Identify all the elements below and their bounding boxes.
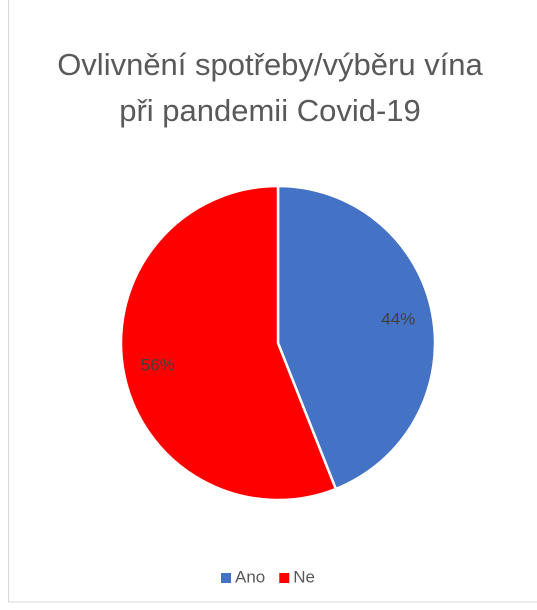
pie-slice [119, 184, 338, 502]
legend-label: Ano [235, 567, 265, 586]
data-label: 44% [381, 310, 415, 329]
legend-label: Ne [293, 567, 315, 586]
legend-swatch [221, 573, 232, 583]
data-label: 56% [141, 355, 175, 374]
chart-title: Ovlivnění spotřeby/výběru vína při pande… [57, 47, 483, 128]
pie-slice [276, 184, 437, 491]
legend-swatch [279, 573, 290, 583]
